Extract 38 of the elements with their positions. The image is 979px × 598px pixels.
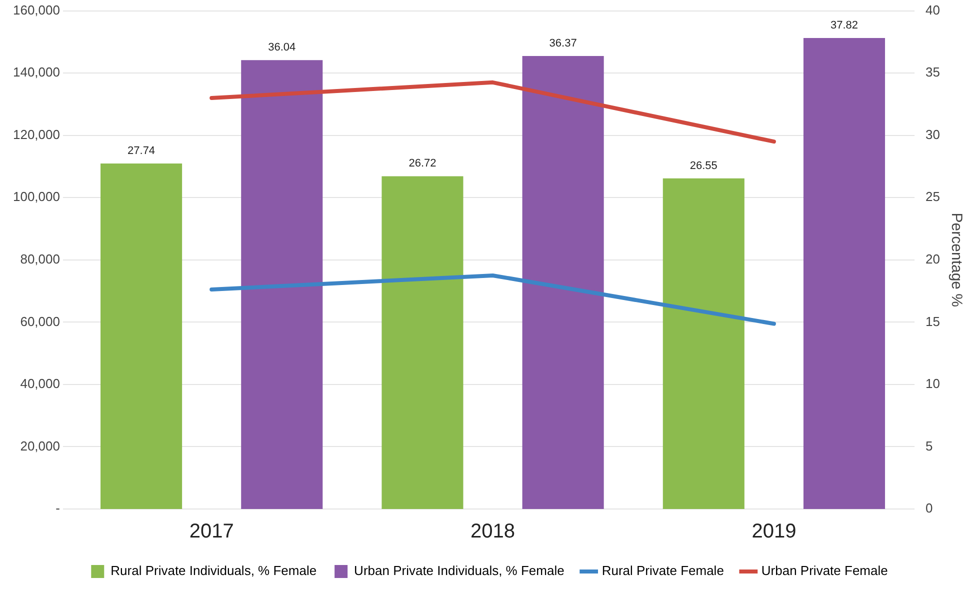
y2-axis-title: Percentage % xyxy=(948,212,965,308)
data-label: 26.55 xyxy=(690,160,718,172)
x-tick-label: 2019 xyxy=(752,520,796,543)
y2-tick-label: 10 xyxy=(926,376,940,392)
y2-tick-label: 15 xyxy=(926,314,940,329)
y-tick-label: 140,000 xyxy=(12,64,60,80)
y2-tick-label: 25 xyxy=(926,189,940,204)
y2-tick-label: 0 xyxy=(926,500,933,516)
y-tick-label: 120,000 xyxy=(12,126,60,142)
data-label: 36.04 xyxy=(268,42,296,54)
y2-tick-label: 40 xyxy=(926,2,940,18)
data-label: 37.82 xyxy=(830,19,858,32)
data-label: 36.37 xyxy=(549,38,577,50)
y-tick-label: 60,000 xyxy=(20,314,60,329)
y-tick-label: 100,000 xyxy=(12,189,60,204)
y-tick-label: - xyxy=(56,500,60,516)
y2-tick-label: 30 xyxy=(926,126,940,142)
y-tick-label: 160,000 xyxy=(12,2,60,18)
legend-label: Rural Private Individuals, % Female xyxy=(110,563,317,578)
bar xyxy=(100,164,182,509)
y2-tick-label: 35 xyxy=(926,64,940,80)
bar xyxy=(522,56,604,509)
bar xyxy=(662,178,744,509)
data-label: 27.74 xyxy=(128,145,156,158)
y-tick-label: 40,000 xyxy=(20,376,60,392)
x-tick-label: 2018 xyxy=(470,520,516,543)
bar xyxy=(382,176,464,509)
legend-label: Urban Private Female xyxy=(761,563,888,578)
y2-tick-label: 20 xyxy=(926,251,940,266)
y2-tick-label: 5 xyxy=(926,438,933,454)
y-tick-label: 80,000 xyxy=(20,251,60,266)
legend-label: Urban Private Individuals, % Female xyxy=(354,563,564,578)
bar xyxy=(241,60,323,509)
bar xyxy=(803,38,886,509)
y-tick-label: 20,000 xyxy=(20,438,60,454)
x-tick-label: 2017 xyxy=(189,520,234,543)
legend-label: Rural Private Female xyxy=(602,563,724,578)
data-label: 26.72 xyxy=(408,158,436,170)
